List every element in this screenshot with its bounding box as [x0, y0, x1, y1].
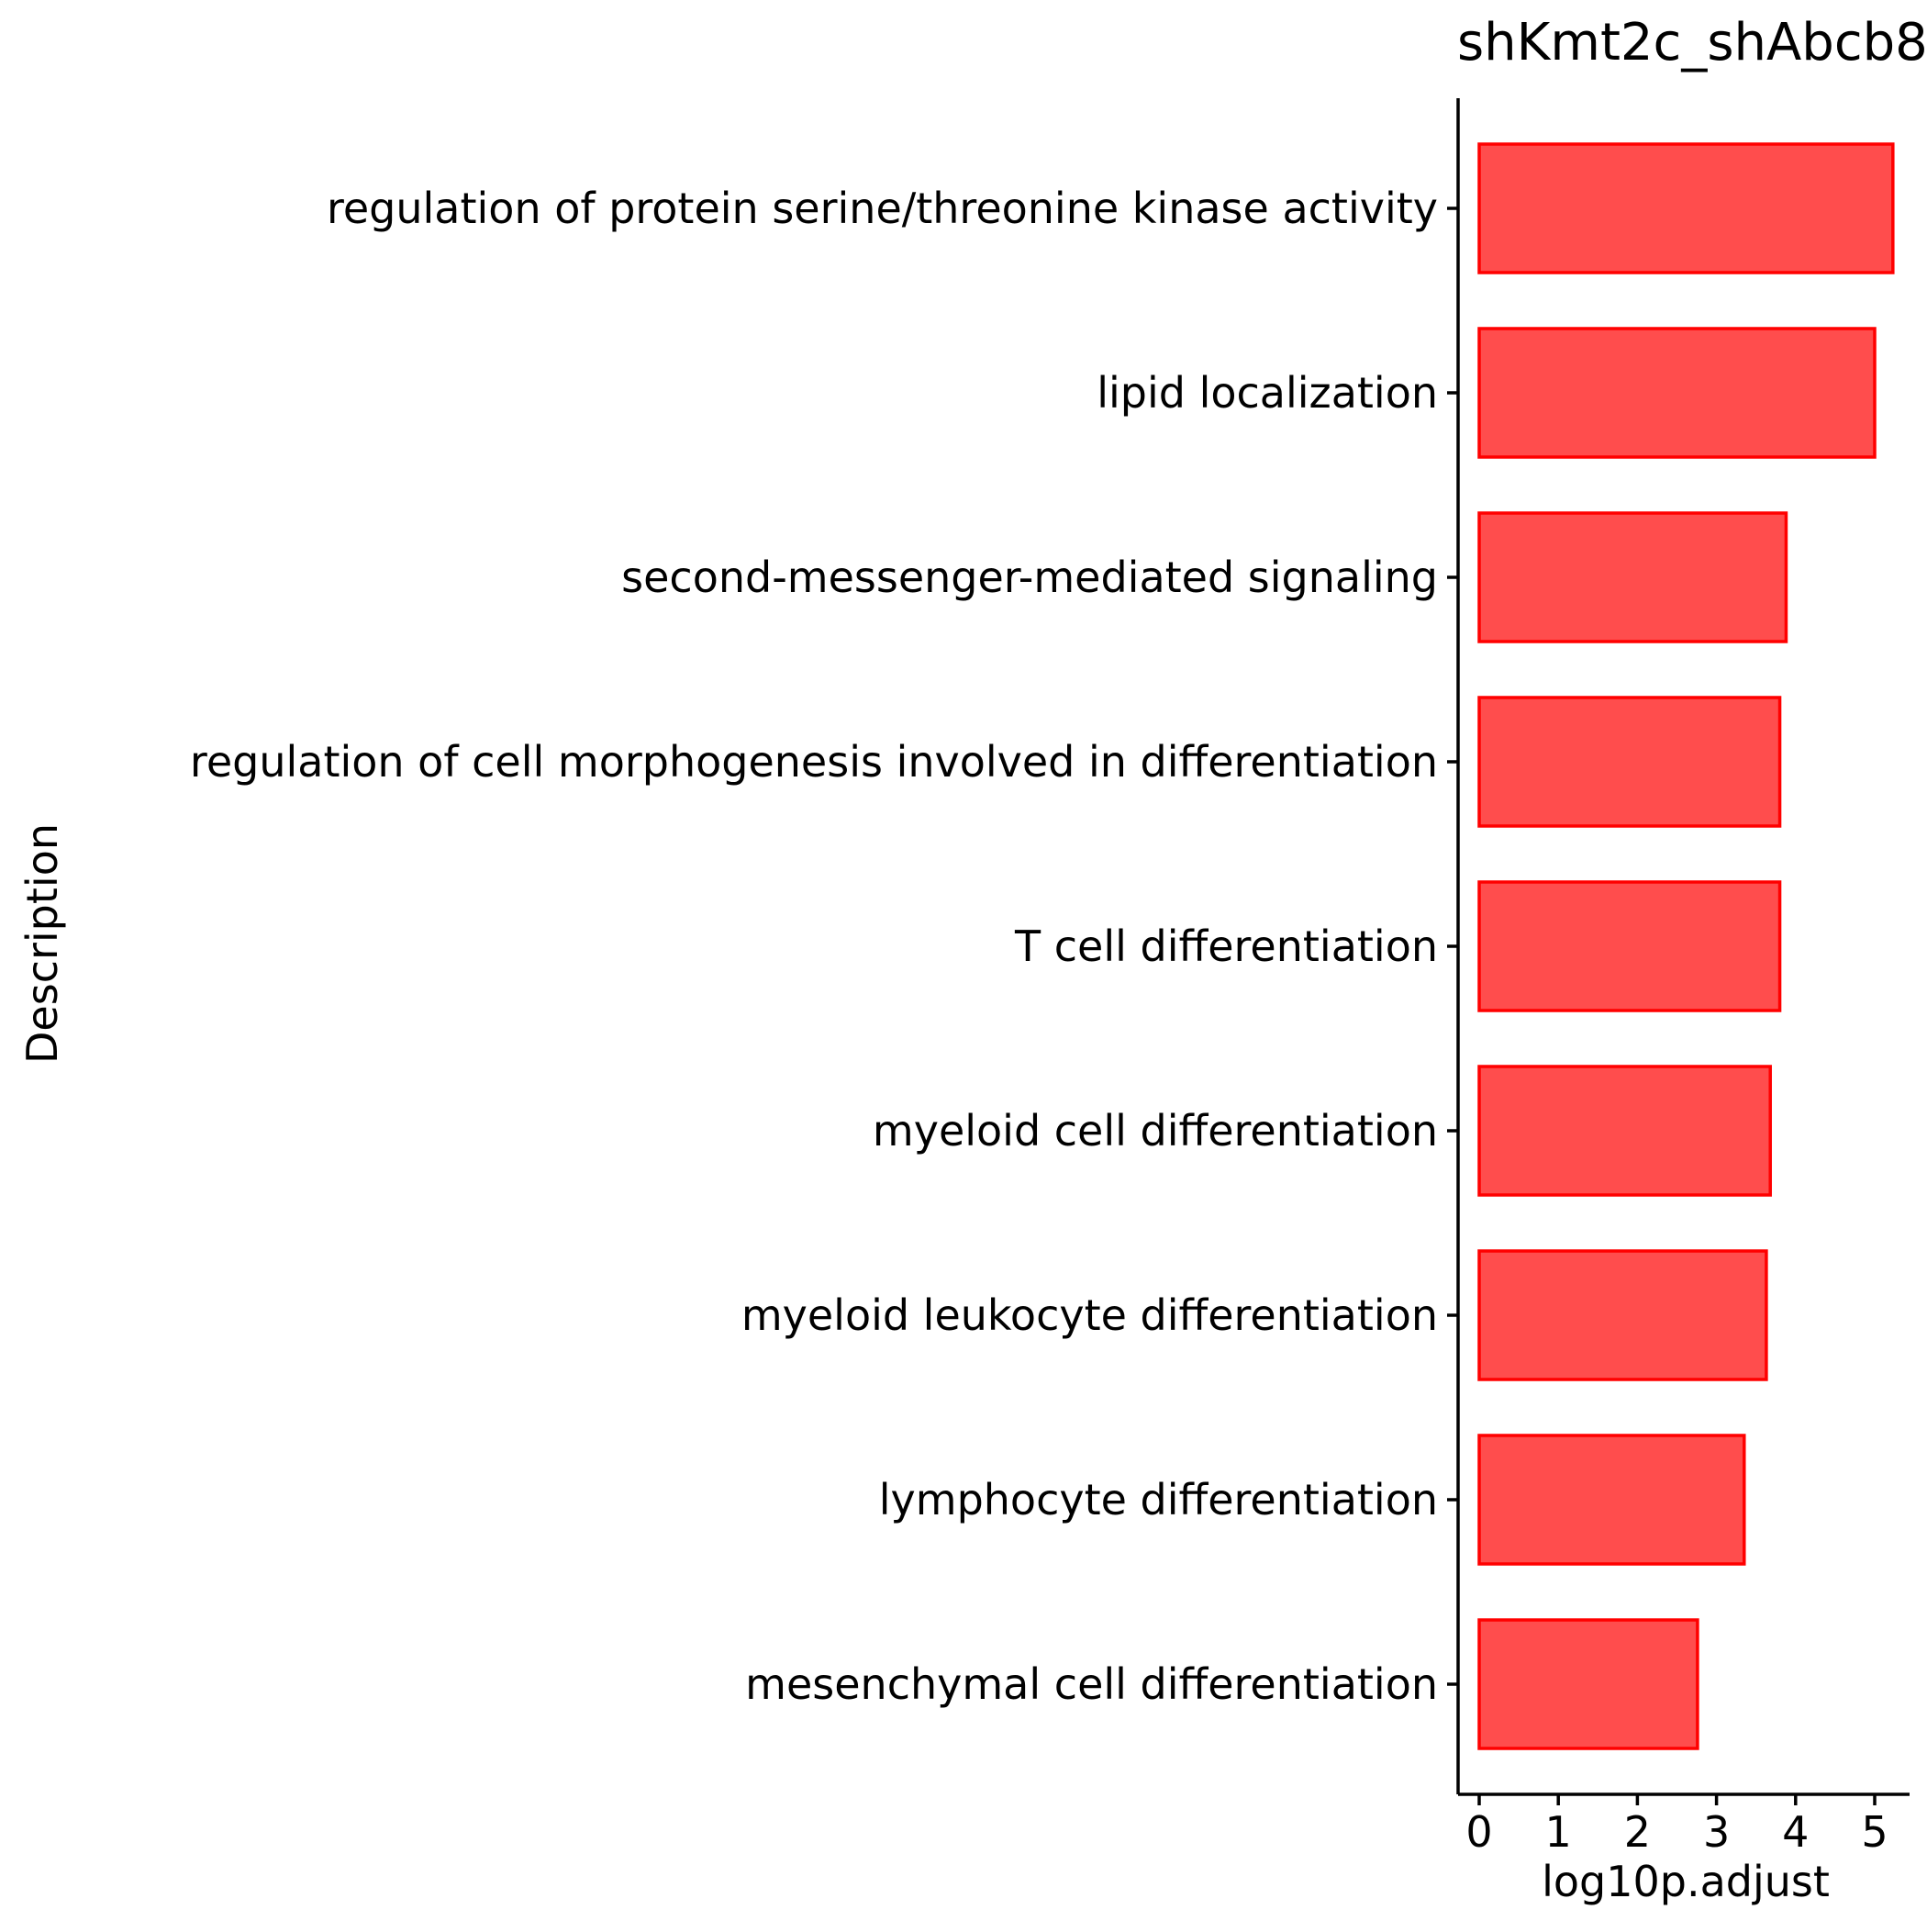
x-tick-label: 3	[1703, 1807, 1730, 1857]
category-label: myeloid cell differentiation	[873, 1106, 1438, 1156]
y-axis-title: Description	[17, 823, 67, 1064]
x-tick-label: 4	[1782, 1807, 1809, 1857]
x-tick-labels: 0 1 2 3 4 5	[1465, 1794, 1888, 1857]
bar	[1477, 327, 1877, 459]
x-axis-title: log10p.adjust	[1542, 1857, 1830, 1906]
x-tick-label: 5	[1861, 1807, 1888, 1857]
bar	[1477, 1065, 1772, 1197]
bar	[1477, 880, 1782, 1012]
bar	[1477, 1249, 1768, 1381]
bar	[1477, 1434, 1746, 1566]
x-tick-label: 1	[1545, 1807, 1572, 1857]
bar	[1477, 1618, 1699, 1750]
category-label: lymphocyte differentiation	[879, 1475, 1438, 1524]
category-label: mesenchymal cell differentiation	[745, 1659, 1438, 1709]
x-tick-label: 2	[1624, 1807, 1651, 1857]
category-labels: regulation of protein serine/threonine k…	[190, 184, 1458, 1709]
bar	[1477, 511, 1788, 643]
category-label: regulation of cell morphogenesis involve…	[190, 737, 1438, 787]
category-label: T cell differentiation	[1014, 921, 1438, 971]
chart-title: shKmt2c_shAbcb8	[1457, 13, 1927, 73]
category-label: lipid localization	[1097, 368, 1438, 418]
bars-layer	[1477, 142, 1895, 1750]
bar	[1477, 142, 1895, 274]
category-label: regulation of protein serine/threonine k…	[327, 184, 1438, 233]
category-label: second-messenger-mediated signaling	[621, 553, 1438, 602]
bar	[1477, 696, 1782, 828]
category-label: myeloid leukocyte differentiation	[741, 1290, 1438, 1340]
x-tick-label: 0	[1465, 1807, 1492, 1857]
